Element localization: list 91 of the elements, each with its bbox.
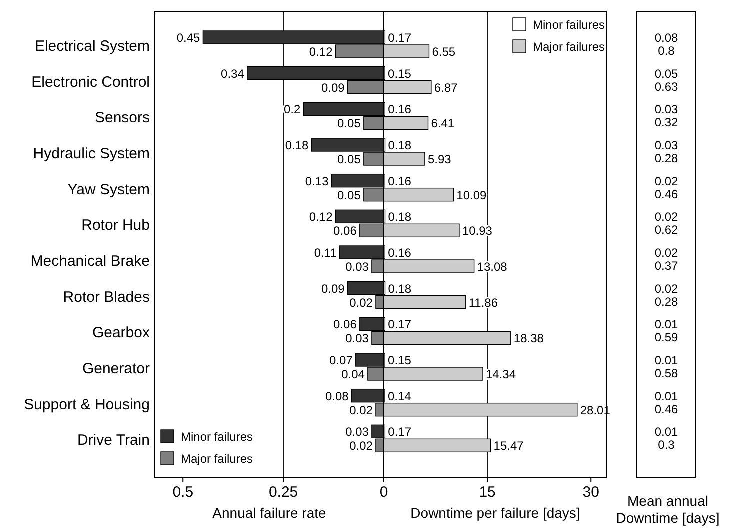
data-label: 0.45 [176,31,201,45]
y-tick-label: Rotor Blades [63,288,150,306]
data-label: 0.06 [334,318,358,332]
data-label: 0.02 [350,403,374,418]
text: 0.58 [654,366,678,380]
data-label: 0.05 [338,116,362,131]
text: 0.02 [654,174,678,188]
text: 0.02 [654,282,678,296]
legend-label: Minor failures [181,430,254,444]
data-label: 6.41 [431,116,455,131]
data-label: 0.17 [388,31,412,45]
data-label: 0.02 [350,296,374,310]
data-label: 0.03 [346,425,370,440]
data-label: 0.15 [388,354,412,368]
x-tick-label: 0.25 [268,484,298,501]
text: 0.28 [654,294,678,309]
text: 0.32 [654,116,678,130]
text: 0.05 [654,66,678,81]
text: 0.03 [654,138,678,152]
data-label: 0.02 [350,439,374,454]
data-label: 15.47 [494,439,524,454]
data-label: 0.18 [388,138,412,152]
text: 0.02 [654,210,678,224]
data-label: 0.03 [346,260,370,274]
data-label: 6.55 [432,45,456,59]
y-tick-label: Electrical System [34,38,150,55]
data-label: 0.14 [388,389,412,404]
y-tick-label: Hydraulic System [33,145,150,162]
y-tick-label: Gearbox [92,324,150,342]
data-label: 0.08 [326,389,350,404]
text: 0.01 [654,354,678,368]
text: 0.02 [654,246,678,260]
legend-label: Minor failures [533,18,606,32]
legend-label: Major failures [533,40,606,54]
data-label: 0.18 [388,282,412,296]
data-label: 0.2 [284,102,301,117]
data-label: 0.07 [330,354,354,368]
text: 0.59 [654,330,678,345]
y-tick-label: Mechanical Brake [30,252,150,270]
data-label: 0.17 [388,425,412,440]
y-tick-label: Drive Train [77,432,150,450]
data-label: 0.05 [338,188,362,202]
text: 0.63 [654,80,678,94]
text: 0.3 [658,438,676,452]
data-label: 0.13 [305,174,330,188]
data-label: 0.04 [342,368,366,382]
text: 0.01 [654,425,678,440]
y-tick-label: Electronic Control [32,74,150,91]
x-axis-title: Annual failure rate [212,505,327,521]
data-label: 0.18 [285,138,310,152]
legend-label: Major failures [181,452,254,466]
y-tick-label: Rotor Hub [82,217,150,234]
data-label: 0.16 [388,246,412,260]
data-label: 0.16 [388,102,412,117]
data-label: 0.03 [346,332,370,346]
text: 0.08 [654,31,678,45]
text: 0.01 [654,318,678,332]
data-label: 0.18 [388,210,412,224]
y-tick-label: Yaw System [68,181,150,198]
text: 0.62 [654,223,678,238]
text: 0.37 [654,259,678,273]
data-label: 0.11 [314,246,338,260]
data-label: 0.15 [388,66,412,81]
y-tick-label: Support & Housing [24,396,150,414]
data-label: 6.87 [434,80,458,95]
x-tick-label: 15 [479,484,496,501]
text: Mean annual Downtime [days] [616,493,720,526]
x-tick-label: 0 [380,484,388,501]
x-axis-title: Downtime per failure [days] [410,505,580,521]
data-label: 10.09 [456,188,488,202]
data-label: 18.38 [514,332,544,346]
x-tick-label: 0.5 [172,484,194,501]
data-label: 0.12 [309,45,334,59]
y-tick-label: Generator [82,360,150,378]
data-label: 0.09 [321,80,346,95]
data-label: 0.12 [309,210,334,224]
text: 0.28 [654,152,678,166]
x-tick-label: 30 [582,484,600,501]
data-label: 0.16 [388,174,412,188]
text: 0.46 [654,187,678,202]
data-label: 0.09 [321,282,346,296]
data-label: 0.17 [388,318,412,332]
data-label: 5.93 [428,152,452,166]
data-label: 0.06 [334,224,358,238]
text: 0.8 [658,44,676,58]
y-tick-label: Sensors [94,110,150,127]
data-label: 0.05 [338,152,362,166]
text: 0.46 [654,402,678,416]
data-label: 0.34 [221,66,245,81]
text: 0.01 [654,389,678,404]
text: 0.03 [654,102,678,117]
